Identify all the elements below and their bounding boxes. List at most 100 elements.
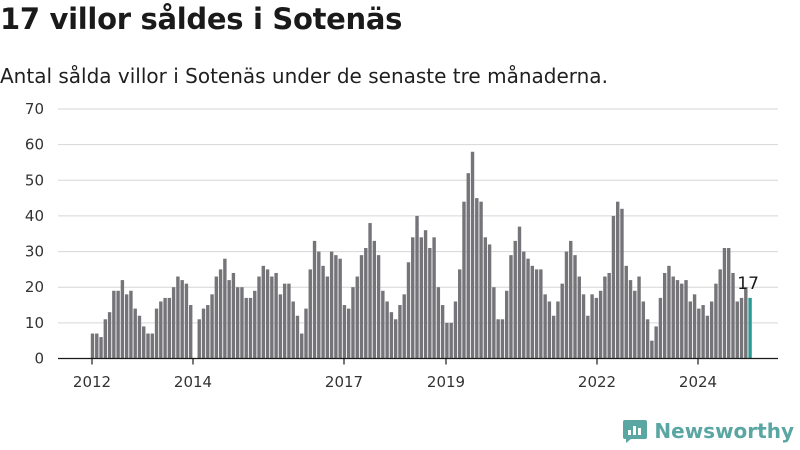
bar (406, 262, 411, 359)
bar (598, 290, 603, 359)
bar (150, 333, 154, 359)
bar (504, 290, 509, 359)
bar (620, 208, 624, 359)
bar (709, 301, 714, 359)
bar (603, 276, 607, 359)
bar (607, 272, 611, 359)
bar (372, 240, 377, 359)
bar (731, 272, 735, 359)
bar (590, 294, 594, 359)
bar (650, 340, 654, 359)
bar (569, 240, 573, 359)
bar (176, 276, 180, 359)
bar (662, 272, 667, 359)
bar (248, 297, 253, 359)
bar (744, 287, 748, 359)
bar (321, 265, 325, 359)
bar (483, 237, 488, 359)
x-tick-label: 2012 (73, 373, 111, 391)
bar (714, 283, 718, 359)
bar (462, 201, 466, 359)
bar (376, 255, 381, 359)
bar (458, 269, 462, 359)
bar (522, 251, 526, 359)
bar (137, 315, 142, 359)
bar (325, 276, 330, 359)
chart-subtitle: Antal sålda villor i Sotenäs under de se… (0, 64, 608, 88)
bar (282, 283, 287, 359)
bar (692, 294, 697, 359)
y-tick-label: 0 (34, 350, 44, 368)
newsworthy-logo-icon (623, 420, 648, 443)
bar (526, 258, 530, 359)
bar (329, 251, 334, 359)
bar (628, 280, 633, 359)
bar (381, 290, 385, 359)
bar (171, 287, 176, 359)
bar (492, 287, 496, 359)
bar (120, 280, 125, 359)
bar (496, 319, 500, 359)
bar (317, 251, 321, 359)
bar (633, 290, 637, 359)
bar (278, 294, 283, 359)
bar (189, 305, 193, 359)
bar (227, 280, 231, 359)
highlighted-bar (748, 297, 752, 359)
bar (142, 326, 146, 359)
y-tick-label: 70 (25, 100, 44, 118)
bar (261, 265, 265, 359)
x-tick-label: 2019 (427, 373, 465, 391)
bar (334, 255, 338, 359)
bar (423, 230, 428, 359)
bar (675, 280, 680, 359)
bar (556, 301, 560, 359)
brand-name: Newsworthy (654, 419, 794, 443)
bar (509, 255, 513, 359)
bar (146, 333, 150, 359)
bar (581, 294, 586, 359)
bar (722, 248, 727, 359)
bar (393, 319, 398, 359)
bar (265, 269, 270, 359)
bar (573, 255, 577, 359)
bar (654, 326, 658, 359)
y-tick-label: 60 (25, 136, 44, 154)
bar (218, 269, 223, 359)
bar (645, 319, 650, 359)
bar (419, 237, 423, 359)
bar (586, 315, 590, 359)
bar (342, 305, 347, 359)
bar (727, 248, 731, 359)
bar (530, 265, 535, 359)
newsworthy-brand: Newsworthy (622, 418, 794, 444)
bar (214, 276, 219, 359)
bar (304, 308, 308, 359)
bar (671, 276, 675, 359)
bar (116, 290, 120, 359)
bar (206, 305, 210, 359)
bar (440, 305, 445, 359)
bar (197, 319, 201, 359)
bar (705, 315, 710, 359)
bar (180, 280, 184, 359)
bar (564, 251, 569, 359)
bar (240, 287, 244, 359)
bar (551, 315, 556, 359)
x-tick-label: 2022 (578, 373, 616, 391)
bar (201, 308, 206, 359)
bar (235, 287, 240, 359)
bar (487, 244, 492, 359)
bar (287, 283, 291, 359)
bar (449, 322, 453, 359)
bar (479, 201, 483, 359)
bar (577, 276, 581, 359)
bar (253, 290, 257, 359)
y-tick-label: 30 (25, 243, 44, 261)
bar (295, 315, 300, 359)
bar (270, 276, 274, 359)
bar (534, 269, 539, 359)
bar (543, 294, 547, 359)
bar (436, 287, 441, 359)
